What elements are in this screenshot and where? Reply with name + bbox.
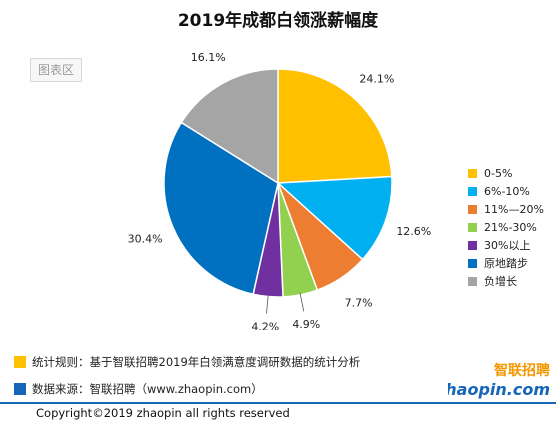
data-label-leader-line (266, 294, 269, 314)
chart-title: 2019年成都白领涨薪幅度 (177, 11, 379, 31)
pie-slice (180, 68, 279, 185)
legend-item: 11%—20% (468, 200, 544, 218)
data-label: 30.4% (128, 233, 163, 246)
footer-divider (0, 402, 556, 404)
data-label: 16.1% (191, 51, 226, 64)
stat-rule-text: 统计规则：基于智联招聘2019年白领满意度调研数据的统计分析 (32, 355, 361, 369)
legend-item: 0-5% (468, 164, 544, 182)
chart-area-tag: 图表区 (30, 58, 82, 82)
logo-english-text: zhaopin.com (448, 380, 550, 399)
stat-rule-note: 统计规则：基于智联招聘2019年白领满意度调研数据的统计分析 (14, 354, 360, 370)
chart-legend: 0-5% 6%-10% 11%—20% 21%-30% 30%以上原地踏步负增长 (468, 164, 544, 290)
legend-item: 6%-10% (468, 182, 544, 200)
legend-swatch (468, 258, 477, 268)
data-source-text: 数据来源：智联招聘（www.zhaopin.com） (32, 382, 263, 396)
legend-swatch (468, 240, 477, 250)
legend-label: 30%以上 (484, 239, 531, 252)
data-label: 4.9% (292, 318, 320, 330)
logo-chinese-text: 智联招聘 (493, 362, 550, 379)
legend-label: 0-5% (484, 166, 513, 180)
legend-swatch (468, 204, 477, 214)
copyright-text: Copyright©2019 zhaopin all rights reserv… (36, 406, 290, 420)
legend-item: 30%以上 (468, 236, 544, 254)
note-yellow-marker (14, 356, 26, 368)
legend-swatch (468, 276, 477, 286)
legend-label: 原地踏步 (484, 257, 528, 270)
legend-label: 6%-10% (484, 184, 530, 198)
legend-label: 负增长 (484, 275, 517, 288)
legend-item: 原地踏步 (468, 254, 544, 272)
legend-swatch (468, 222, 477, 232)
legend-label: 21%-30% (484, 220, 537, 234)
data-label: 12.6% (396, 225, 431, 238)
data-label-leader-line (299, 292, 305, 312)
zhaopin-logo: 智联招聘 zhaopin.com (448, 362, 550, 399)
legend-label: 11%—20% (484, 202, 544, 216)
pie-slice (276, 175, 393, 261)
legend-item: 21%-30% (468, 218, 544, 236)
data-label: 4.2% (251, 320, 279, 330)
data-source-note: 数据来源：智联招聘（www.zhaopin.com） (14, 381, 263, 397)
legend-item: 负增长 (468, 272, 544, 290)
legend-swatch (468, 168, 477, 178)
data-label: 7.7% (345, 296, 373, 309)
pie-chart: 24.1% 12.6% 7.7% 4.9% 4.2% 30.4% 16.1% (128, 51, 432, 330)
note-blue-marker (14, 383, 26, 395)
legend-swatch (468, 186, 477, 196)
pie-slice (277, 68, 393, 184)
data-label: 24.1% (359, 72, 394, 85)
